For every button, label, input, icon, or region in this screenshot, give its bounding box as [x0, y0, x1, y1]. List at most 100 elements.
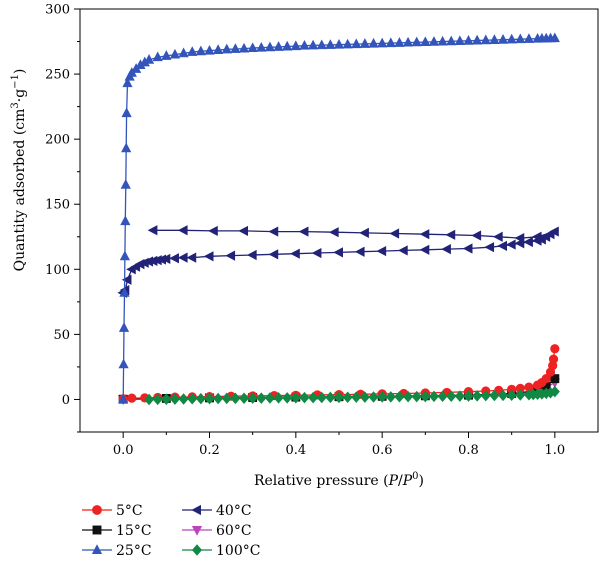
data-point [497, 240, 508, 251]
y-label-g: ·g [12, 89, 28, 102]
legend-label: 40°C [216, 503, 252, 519]
data-point [420, 36, 431, 47]
data-point [471, 230, 482, 241]
y-tick-label: 0 [62, 393, 70, 408]
y-label-sup-minus1: −1 [10, 74, 21, 89]
data-point [221, 43, 232, 54]
data-point [195, 392, 206, 405]
data-point [187, 46, 198, 56]
series-40c [117, 225, 559, 298]
series-line [122, 37, 555, 400]
data-point [385, 37, 396, 48]
data-point [264, 392, 275, 404]
y-label-prefix: Quantity adsorbed (cm [12, 109, 28, 272]
data-point [169, 393, 180, 405]
data-point [398, 245, 408, 256]
data-point [178, 393, 189, 405]
data-point [238, 225, 249, 237]
data-point [299, 391, 310, 404]
legend-label: 100°C [216, 543, 260, 559]
legend-label: 5°C [116, 503, 143, 519]
legend: 5°C 15°C 25°C 40°C 60°C 100°C [82, 503, 260, 559]
data-point [462, 243, 473, 254]
x-label-p0: P [402, 473, 413, 489]
data-point [311, 247, 322, 259]
data-point [120, 215, 131, 226]
y-tick-label: 250 [45, 68, 70, 83]
data-point [282, 392, 293, 404]
data-point [195, 45, 206, 56]
data-point [428, 36, 440, 46]
data-point [463, 35, 474, 45]
data-point [298, 226, 309, 237]
legend-item-40c: 40°C [182, 503, 252, 519]
data-point [531, 231, 542, 242]
data-point [121, 142, 132, 153]
y-label-suffix: ) [12, 69, 28, 74]
data-point [402, 36, 414, 47]
data-point [268, 249, 279, 260]
data-point [120, 179, 131, 189]
data-point [122, 77, 133, 88]
data-point [368, 37, 379, 48]
data-point [549, 385, 560, 398]
data-point [472, 390, 483, 402]
data-point [160, 253, 171, 264]
data-point [419, 244, 430, 255]
legend-marker [192, 544, 202, 556]
x-tick-label: 0.4 [285, 443, 306, 458]
data-point [419, 229, 430, 240]
data-point [119, 250, 130, 261]
data-point [506, 33, 517, 44]
data-point [480, 34, 491, 45]
data-point [515, 389, 526, 401]
data-point [377, 391, 388, 403]
data-point [177, 225, 188, 236]
data-point [446, 35, 457, 46]
legend-item-25c: 25°C [82, 543, 152, 559]
data-point [505, 239, 516, 250]
data-point [147, 225, 158, 236]
data-point [187, 393, 198, 405]
legend-item-15c: 15°C [82, 523, 152, 539]
data-point [389, 228, 400, 239]
x-tick-label: 1.0 [544, 443, 565, 458]
data-point [523, 33, 535, 43]
x-label-slash: / [398, 473, 403, 489]
data-point [420, 390, 431, 403]
x-axis-label: Relative pressure (P/P0) [254, 471, 424, 489]
data-point [493, 231, 503, 242]
y-label-sup-3: 3 [10, 102, 21, 108]
data-point [334, 391, 344, 404]
data-point [247, 42, 258, 53]
data-point [441, 244, 451, 255]
data-point [411, 390, 422, 403]
data-point [497, 34, 509, 44]
data-point [121, 274, 132, 285]
data-point [282, 40, 293, 51]
data-point [354, 246, 365, 257]
data-point [514, 232, 525, 244]
data-point [351, 391, 362, 403]
legend-marker [191, 504, 201, 516]
data-point [454, 390, 465, 402]
plot-area [117, 32, 560, 406]
data-point [143, 54, 155, 64]
legend-item-5c: 5°C [82, 503, 143, 519]
data-point [437, 35, 448, 46]
data-point [359, 391, 370, 403]
legend-item-100c: 100°C [182, 543, 260, 559]
data-point [316, 39, 327, 50]
data-point [161, 393, 172, 405]
data-point [428, 390, 439, 403]
legend-marker [191, 526, 203, 536]
data-point [152, 393, 163, 406]
data-point [299, 39, 310, 50]
series-25c [118, 32, 560, 404]
data-point [239, 392, 250, 405]
data-point [394, 390, 405, 403]
data-point [333, 247, 343, 258]
y-axis: 0 50 100 150 200 250 300 [45, 3, 80, 433]
data-point [230, 392, 241, 405]
data-point [549, 32, 560, 43]
